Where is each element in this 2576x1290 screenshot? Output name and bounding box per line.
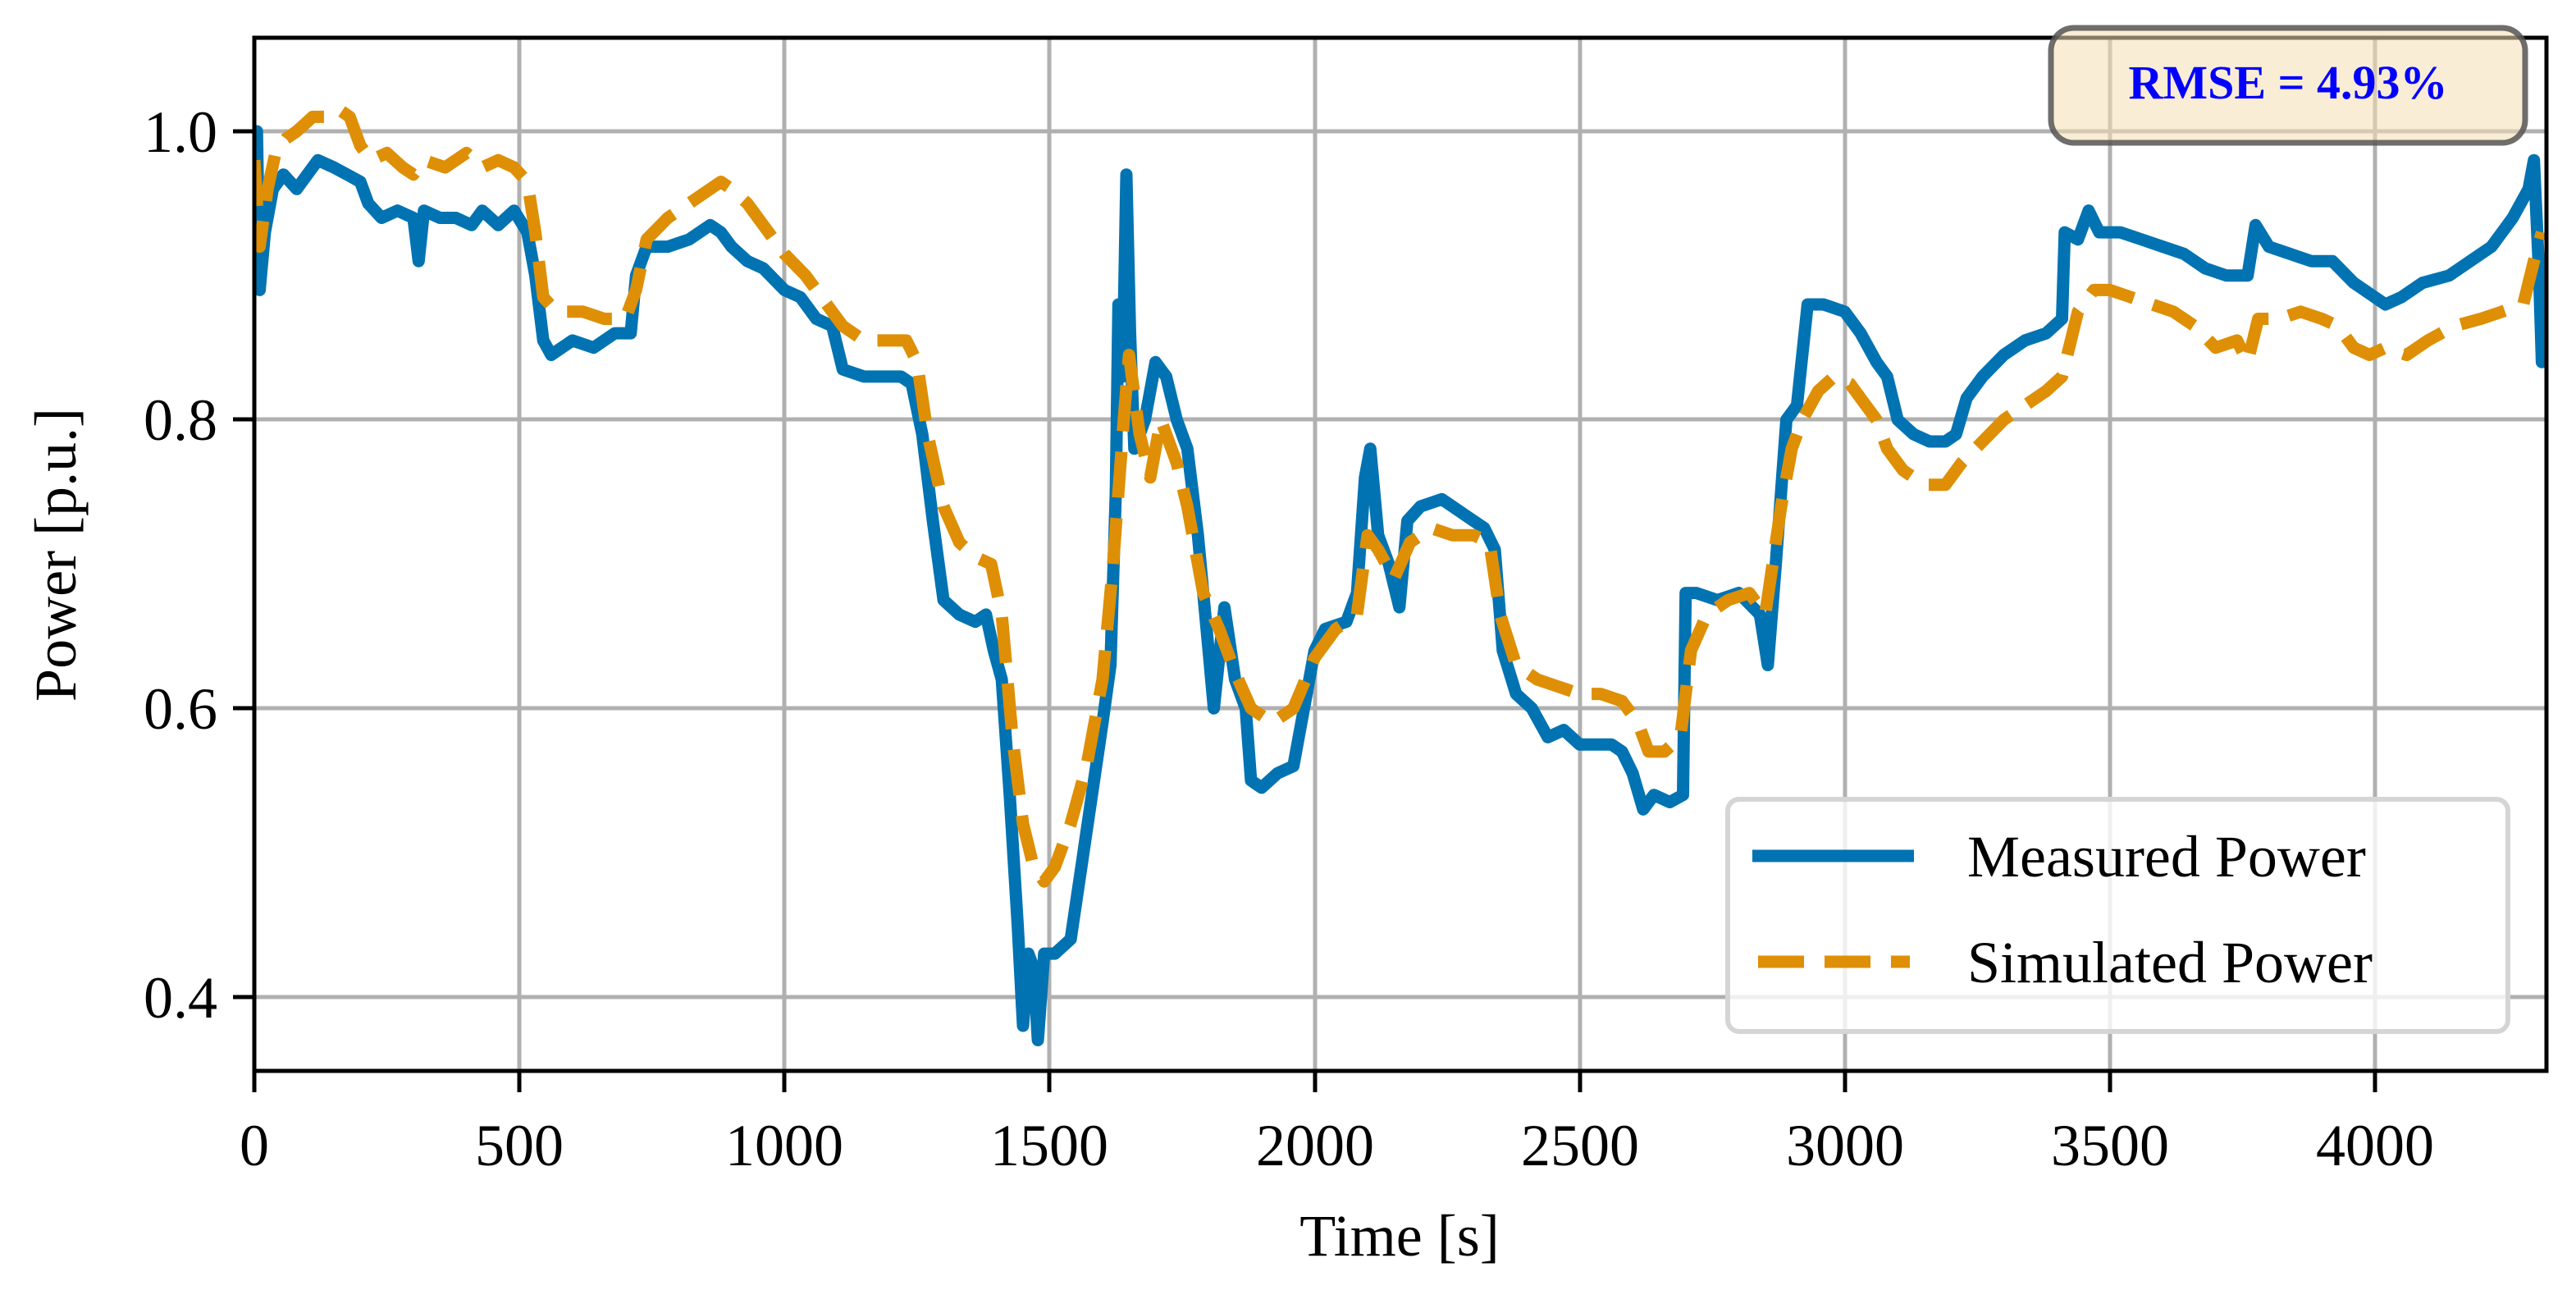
x-tick-label: 2500 — [1521, 1113, 1639, 1178]
x-tick-label: 500 — [475, 1113, 564, 1178]
x-tick-labels: 0 500 1000 1500 2000 2500 3000 3500 4000 — [240, 1113, 2434, 1178]
axes-frame — [252, 35, 2549, 1073]
rmse-annotation: RMSE = 4.93% — [2048, 25, 2528, 146]
x-tick-label: 1000 — [725, 1113, 843, 1178]
x-tick-label: 3500 — [2051, 1113, 2169, 1178]
measured-power-line — [254, 125, 2546, 1046]
y-tick-label: 0.4 — [144, 965, 217, 1031]
rmse-box — [2048, 25, 2528, 146]
legend-measured-label: Measured Power — [1967, 824, 2366, 890]
rmse-text: RMSE = 4.93% — [2128, 56, 2447, 109]
y-tick-label: 0.8 — [144, 387, 217, 453]
y-tick-label: 1.0 — [144, 99, 217, 165]
y-tick-labels: 1.0 0.8 0.6 0.4 — [144, 99, 217, 1031]
x-axis-label: Time [s] — [1299, 1203, 1499, 1269]
x-tick-label: 0 — [240, 1113, 269, 1178]
legend-simulated-label: Simulated Power — [1967, 930, 2373, 995]
y-tick-label: 0.6 — [144, 676, 217, 742]
x-tick-label: 4000 — [2316, 1113, 2434, 1178]
y-axis — [233, 129, 254, 1000]
x-tick-label: 2000 — [1256, 1113, 1374, 1178]
simulated-power-line — [254, 103, 2546, 888]
y-axis-label: Power [p.u.] — [23, 408, 89, 702]
grid — [254, 38, 2546, 1071]
legend-box — [1725, 797, 2510, 1034]
x-tick-label: 1500 — [990, 1113, 1108, 1178]
legend: Measured Power Simulated Power — [1725, 797, 2510, 1034]
x-axis — [252, 1071, 2377, 1092]
x-tick-label: 3000 — [1786, 1113, 1904, 1178]
